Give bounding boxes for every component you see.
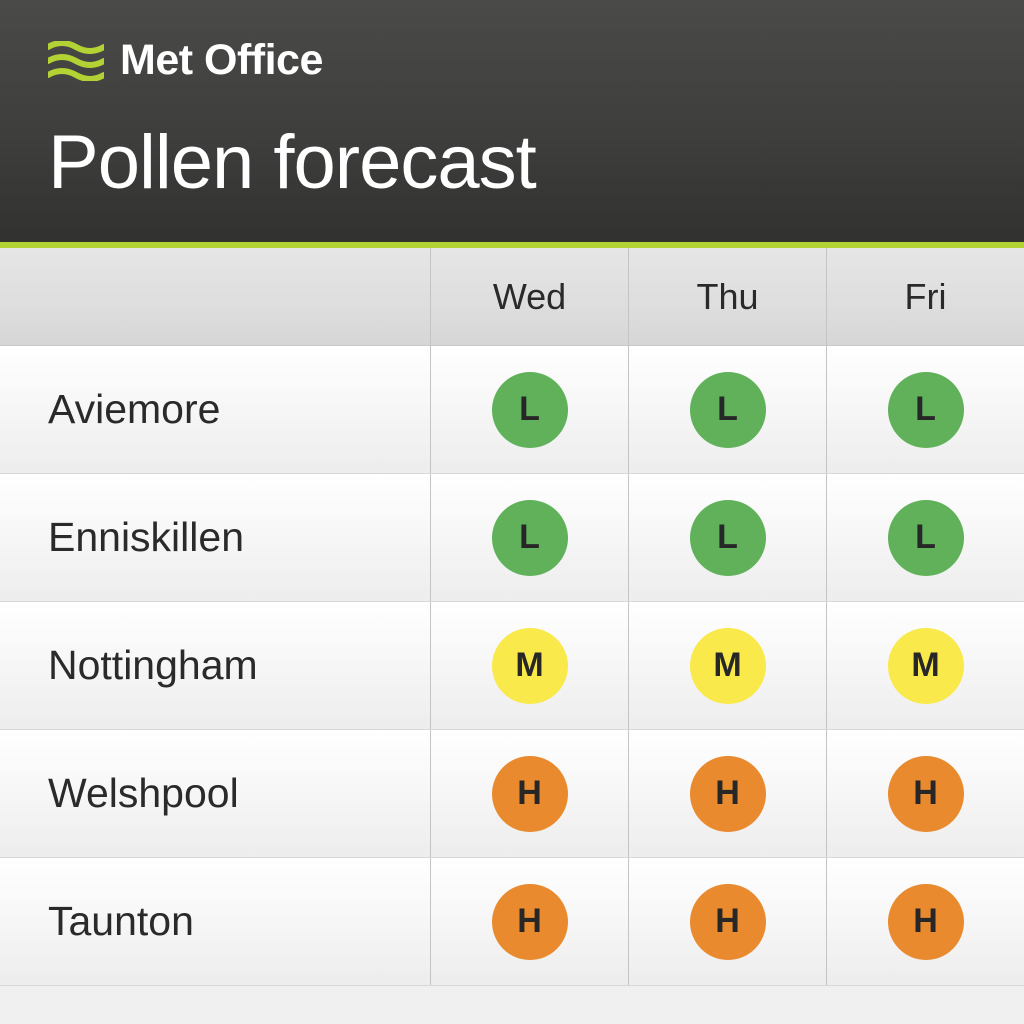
forecast-cell: M bbox=[430, 602, 628, 729]
pollen-level-badge: L bbox=[888, 500, 964, 576]
forecast-cell: H bbox=[628, 858, 826, 985]
brand: Met Office bbox=[48, 36, 976, 85]
day-label: Wed bbox=[493, 276, 566, 318]
met-office-logo-icon bbox=[48, 41, 104, 81]
day-label: Thu bbox=[696, 276, 758, 318]
forecast-cell: L bbox=[826, 474, 1024, 601]
location-cell: Enniskillen bbox=[0, 474, 430, 601]
header: Met Office Pollen forecast bbox=[0, 0, 1024, 248]
pollen-level-badge: L bbox=[690, 500, 766, 576]
location-cell: Taunton bbox=[0, 858, 430, 985]
brand-name: Met Office bbox=[120, 36, 323, 85]
forecast-cell: L bbox=[430, 346, 628, 473]
pollen-level-badge: H bbox=[888, 756, 964, 832]
forecast-cell: H bbox=[826, 858, 1024, 985]
location-name: Enniskillen bbox=[48, 514, 244, 561]
pollen-level-badge: L bbox=[492, 372, 568, 448]
day-label: Fri bbox=[905, 276, 947, 318]
location-cell: Welshpool bbox=[0, 730, 430, 857]
forecast-cell: H bbox=[430, 858, 628, 985]
location-name: Welshpool bbox=[48, 770, 239, 817]
col-header-day: Fri bbox=[826, 248, 1024, 345]
forecast-cell: M bbox=[628, 602, 826, 729]
location-cell: Aviemore bbox=[0, 346, 430, 473]
pollen-level-badge: H bbox=[690, 884, 766, 960]
table-row: Taunton H H H bbox=[0, 858, 1024, 986]
forecast-cell: L bbox=[628, 474, 826, 601]
pollen-level-badge: H bbox=[492, 756, 568, 832]
location-cell: Nottingham bbox=[0, 602, 430, 729]
forecast-cell: M bbox=[826, 602, 1024, 729]
table-row: Enniskillen L L L bbox=[0, 474, 1024, 602]
pollen-level-badge: H bbox=[492, 884, 568, 960]
pollen-forecast-card: Met Office Pollen forecast Wed Thu Fri A… bbox=[0, 0, 1024, 1024]
pollen-level-badge: L bbox=[888, 372, 964, 448]
table-header-row: Wed Thu Fri bbox=[0, 248, 1024, 346]
col-header-day: Thu bbox=[628, 248, 826, 345]
forecast-cell: L bbox=[628, 346, 826, 473]
pollen-level-badge: M bbox=[690, 628, 766, 704]
location-name: Nottingham bbox=[48, 642, 258, 689]
pollen-level-badge: H bbox=[888, 884, 964, 960]
page-title: Pollen forecast bbox=[48, 119, 976, 206]
pollen-level-badge: H bbox=[690, 756, 766, 832]
forecast-cell: H bbox=[430, 730, 628, 857]
forecast-cell: H bbox=[628, 730, 826, 857]
pollen-level-badge: L bbox=[492, 500, 568, 576]
pollen-level-badge: M bbox=[888, 628, 964, 704]
pollen-level-badge: L bbox=[690, 372, 766, 448]
table-row: Nottingham M M M bbox=[0, 602, 1024, 730]
location-name: Taunton bbox=[48, 898, 194, 945]
forecast-cell: H bbox=[826, 730, 1024, 857]
location-name: Aviemore bbox=[48, 386, 220, 433]
pollen-level-badge: M bbox=[492, 628, 568, 704]
table-row: Aviemore L L L bbox=[0, 346, 1024, 474]
forecast-table: Wed Thu Fri Aviemore L L L bbox=[0, 248, 1024, 1024]
header-spacer bbox=[0, 248, 430, 345]
forecast-cell: L bbox=[826, 346, 1024, 473]
forecast-cell: L bbox=[430, 474, 628, 601]
table-row: Welshpool H H H bbox=[0, 730, 1024, 858]
col-header-day: Wed bbox=[430, 248, 628, 345]
